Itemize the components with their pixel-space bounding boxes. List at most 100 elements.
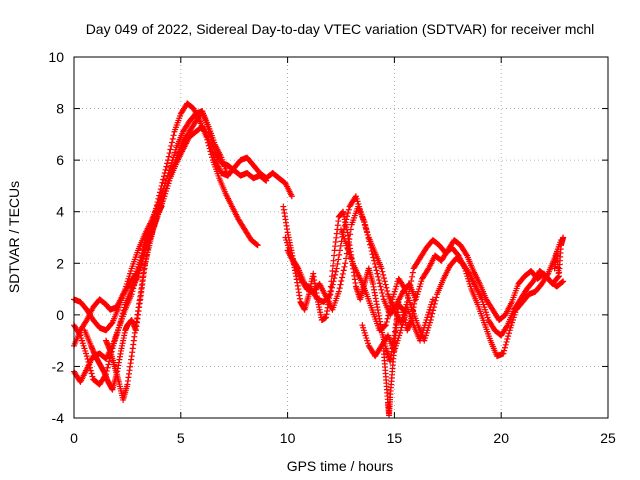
data-point	[340, 267, 347, 274]
y-tick-label: 4	[56, 204, 64, 220]
data-point	[87, 364, 94, 371]
data-point	[336, 285, 343, 292]
data-series-track-8	[282, 193, 565, 360]
data-point	[169, 135, 176, 142]
data-point	[136, 260, 143, 267]
data-point	[334, 260, 341, 267]
data-point	[400, 318, 407, 325]
data-point	[341, 222, 348, 229]
data-point	[164, 160, 171, 167]
data-point	[401, 312, 408, 319]
data-series-track-12	[359, 296, 436, 360]
y-tick-label: -2	[52, 358, 65, 374]
data-point	[401, 284, 408, 291]
data-point	[463, 251, 470, 258]
data-point	[137, 257, 144, 264]
data-series-track-10	[338, 226, 562, 344]
y-tick-label: 6	[56, 152, 64, 168]
data-point	[361, 219, 368, 226]
data-point	[131, 279, 138, 286]
data-point	[375, 273, 382, 280]
data-point	[373, 267, 380, 274]
data-point	[167, 146, 174, 153]
data-series-track-6	[103, 213, 161, 403]
data-point	[368, 248, 375, 255]
data-point	[345, 206, 352, 213]
data-point	[501, 344, 508, 351]
data-point	[336, 247, 343, 254]
data-point	[330, 257, 337, 264]
data-point	[338, 278, 345, 285]
data-series-track-1	[71, 100, 261, 349]
data-point	[328, 288, 335, 295]
data-point	[386, 306, 393, 313]
data-point	[399, 321, 406, 328]
data-point	[342, 219, 349, 226]
data-point	[401, 315, 408, 322]
data-point	[386, 309, 393, 316]
data-point	[342, 260, 349, 267]
data-point	[331, 252, 338, 259]
data-point	[328, 284, 335, 291]
data-point	[347, 231, 354, 238]
data-point	[346, 236, 353, 243]
data-point	[409, 269, 416, 276]
data-point	[505, 330, 512, 337]
data-point	[139, 250, 146, 257]
data-point	[380, 275, 387, 282]
data-point	[343, 216, 350, 223]
data-point	[253, 241, 260, 248]
data-point	[128, 291, 135, 298]
data-point	[381, 278, 388, 285]
data-point	[335, 256, 342, 263]
data-point	[343, 255, 350, 262]
data-point	[89, 373, 96, 380]
chart-title: Day 049 of 2022, Sidereal Day-to-day VTE…	[86, 21, 595, 37]
data-point	[372, 264, 379, 271]
x-tick-label: 20	[493, 430, 509, 446]
data-point	[382, 322, 389, 329]
data-point	[382, 322, 389, 329]
data-point	[382, 281, 389, 288]
data-series-track-11	[380, 296, 402, 419]
data-point	[104, 364, 111, 371]
data-point	[375, 277, 382, 284]
data-point	[288, 193, 295, 200]
data-point	[333, 265, 340, 272]
data-point	[131, 282, 138, 289]
y-axis-label: SDTVAR / TECUs	[6, 181, 22, 293]
x-tick-label: 0	[70, 430, 78, 446]
data-point	[429, 296, 436, 303]
data-point	[329, 268, 336, 275]
data-point	[387, 302, 394, 309]
data-point	[384, 288, 391, 295]
data-point	[129, 288, 136, 295]
data-point	[166, 150, 173, 157]
data-point	[138, 253, 145, 260]
data-point	[378, 265, 385, 272]
data-point	[374, 270, 381, 277]
data-point	[379, 268, 386, 275]
data-point	[363, 228, 370, 235]
data-point	[339, 270, 346, 277]
data-point	[560, 234, 567, 241]
data-point	[168, 139, 175, 146]
y-tick-label: 0	[56, 307, 64, 323]
data-point	[367, 241, 374, 248]
data-point	[329, 281, 336, 288]
data-point	[500, 350, 507, 357]
data-point	[337, 281, 344, 288]
data-point	[133, 273, 140, 280]
data-point	[501, 347, 508, 354]
data-point	[388, 299, 395, 306]
data-point	[409, 273, 416, 280]
data-point	[134, 270, 141, 277]
data-point	[367, 244, 374, 251]
data-point	[383, 318, 390, 325]
data-point	[366, 238, 373, 245]
data-point	[163, 163, 170, 170]
data-point	[86, 361, 93, 368]
x-tick-label: 5	[177, 430, 185, 446]
data-point	[168, 142, 175, 149]
